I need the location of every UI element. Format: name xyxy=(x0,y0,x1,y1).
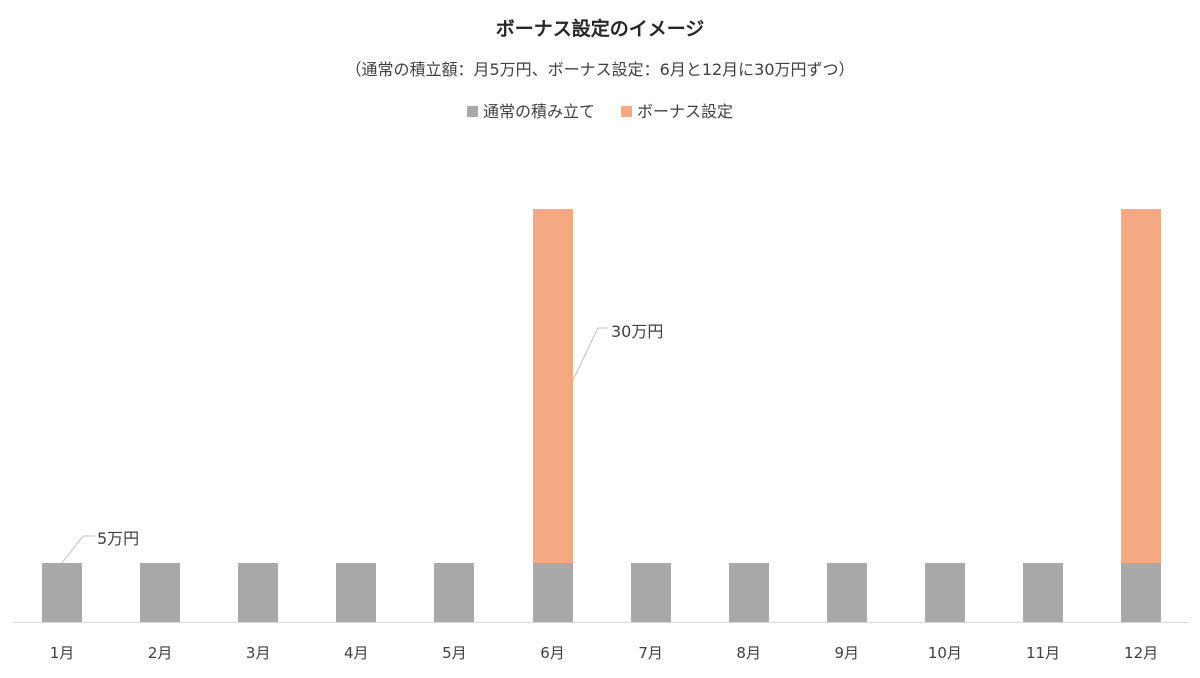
legend-item-bonus: ボーナス設定 xyxy=(621,98,733,122)
x-axis-tick-label: 1月 xyxy=(49,644,75,662)
leader-line-bonus xyxy=(572,327,608,381)
chart-legend: 通常の積み立て ボーナス設定 xyxy=(0,98,1200,122)
leader-line-regular xyxy=(61,535,95,564)
x-axis-tick-label: 12月 xyxy=(1124,644,1159,662)
x-axis-tick-label: 9月 xyxy=(834,644,860,662)
legend-label-regular: 通常の積み立て xyxy=(482,102,595,121)
x-axis-line xyxy=(13,622,1189,623)
bar-regular xyxy=(434,563,475,622)
legend-swatch-bonus-icon xyxy=(621,106,632,117)
bar-regular xyxy=(924,563,965,622)
bar-regular xyxy=(728,563,769,622)
bar-regular xyxy=(336,563,377,622)
bar-regular xyxy=(826,563,867,622)
bar-regular xyxy=(630,563,671,622)
bar-bonus xyxy=(532,209,573,563)
x-axis-tick-label: 4月 xyxy=(344,644,369,662)
chart-title: ボーナス設定のイメージ xyxy=(495,18,705,40)
x-axis-tick-label: 7月 xyxy=(638,644,663,662)
legend-swatch-regular-icon xyxy=(466,106,478,117)
data-label-regular: 5万円 xyxy=(97,529,140,548)
legend-item-regular: 通常の積み立て xyxy=(466,98,595,122)
x-axis-tick-label: 3月 xyxy=(245,644,271,662)
x-axis-tick-label: 5月 xyxy=(442,644,467,662)
bar-bonus xyxy=(1121,209,1162,563)
bar-regular xyxy=(140,563,181,622)
chart-subtitle: （通常の積立額：月5万円、ボーナス設定：6月と12月に30万円ずつ） xyxy=(345,60,855,79)
bar-regular xyxy=(532,563,573,622)
x-axis-tick-label: 6月 xyxy=(540,644,565,662)
x-axis-tick-label: 8月 xyxy=(736,644,761,662)
legend-label-bonus: ボーナス設定 xyxy=(637,102,734,121)
x-axis-tick-label: 2月 xyxy=(147,644,173,662)
bar-regular xyxy=(1023,563,1063,622)
bar-regular xyxy=(42,563,82,622)
data-label-bonus: 30万円 xyxy=(611,322,664,341)
bar-regular xyxy=(238,563,279,622)
x-axis-tick-label: 10月 xyxy=(927,644,962,662)
bar-regular xyxy=(1121,563,1162,622)
x-axis-tick-label: 11月 xyxy=(1025,644,1061,662)
